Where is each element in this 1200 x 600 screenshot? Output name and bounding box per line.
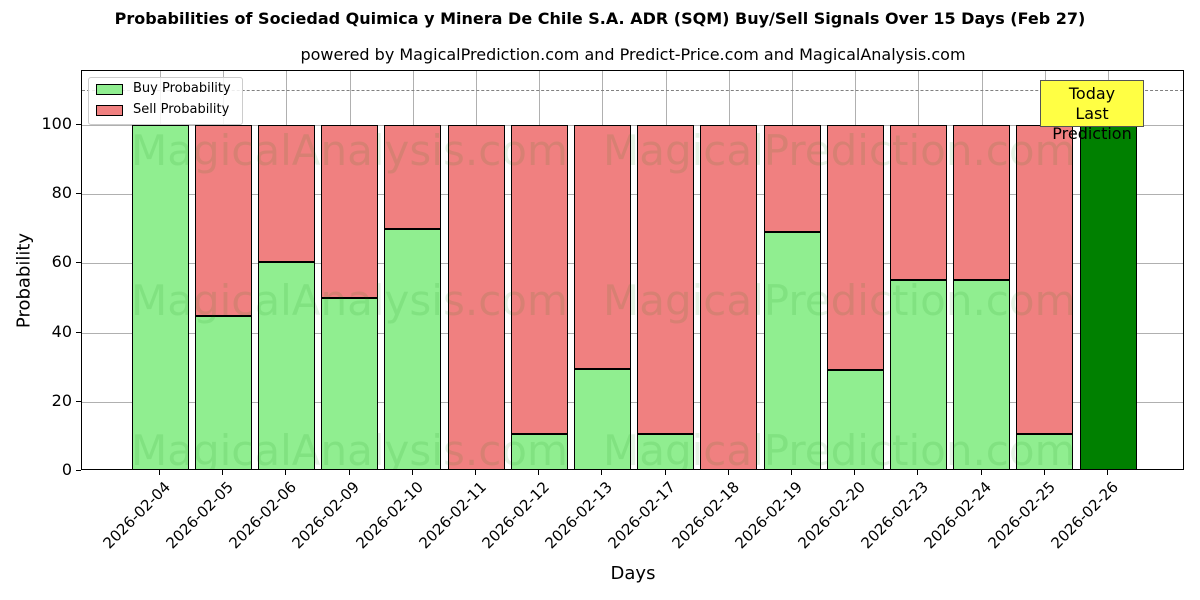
bar-buy [826,369,884,469]
bar-sell [573,125,631,369]
x-tick-mark [285,470,287,475]
y-tick-mark [76,262,81,264]
bar-buy [953,280,1011,469]
y-axis-label: Probability [13,232,35,329]
bar-buy [131,125,189,469]
x-tick-label: 2026-02-10 [352,478,427,553]
x-tick-mark [1043,470,1045,475]
x-tick-mark [538,470,540,475]
x-tick-mark [222,470,224,475]
x-tick-label: 2026-02-23 [857,478,933,553]
x-tick-label: 2026-02-18 [668,478,743,553]
x-tick-mark [159,470,160,475]
y-tick-label: 80 [51,183,72,203]
buy-swatch-icon [96,84,123,95]
y-tick-mark [76,193,81,195]
x-tick-label: 2026-02-24 [920,478,996,553]
grid-line-horizontal [82,194,1183,196]
x-tick-mark [664,470,666,475]
plot-area: MagicalAnalysis.comMagicalPrediction.com… [81,70,1184,470]
x-axis-label: Days [610,563,656,584]
x-tick-label: 2026-02-04 [99,478,174,553]
bar-buy [510,433,568,469]
bar-sell [321,125,379,298]
y-tick-label: 60 [51,252,72,272]
x-tick-label: 2026-02-12 [478,478,553,553]
x-tick-mark [791,470,792,475]
x-tick-label: 2026-02-25 [984,478,1059,553]
bar-buy [637,433,695,469]
bar-sell [1016,125,1074,434]
bar-buy [763,231,821,469]
bar-buy [889,279,947,469]
y-tick-mark [76,124,81,125]
y-tick-label: 20 [51,390,72,410]
sell-swatch-icon [96,105,123,116]
grid-line-horizontal [82,125,1183,126]
bar-buy [573,368,631,469]
x-tick-mark [980,470,982,475]
today-annotation-line2: Last Prediction [1052,104,1132,143]
bar-buy [257,262,315,469]
bar-buy [321,298,379,469]
chart-subtitle: powered by MagicalPrediction.com and Pre… [300,45,966,64]
grid-line-horizontal [82,263,1183,265]
x-tick-label: 2026-02-17 [604,478,680,553]
bar-sell [194,125,252,316]
y-tick-mark [76,331,81,333]
bar-sell [384,125,442,229]
bar-sell [889,125,947,280]
x-tick-label: 2026-02-13 [541,478,617,553]
x-tick-mark [727,470,729,475]
reference-line [82,90,1183,92]
y-tick-label: 100 [41,114,72,133]
legend: Buy Probability Sell Probability [88,77,243,125]
x-tick-mark [601,470,603,475]
x-tick-label: 2026-02-11 [415,478,490,553]
bar-buy [384,228,442,469]
bar-sell [447,125,505,469]
bar-buy [194,315,252,469]
x-tick-label: 2026-02-20 [794,478,869,553]
bar-sell [700,125,758,469]
bar-sell [257,125,315,263]
today-annotation: Today Last Prediction [1040,80,1144,143]
x-tick-mark [1107,470,1108,475]
today-annotation-line1: Today [1068,84,1116,103]
bar-buy [1016,433,1074,469]
bar-sell [637,125,695,434]
grid-line-horizontal [82,332,1183,334]
x-tick-label: 2026-02-09 [288,478,364,553]
x-tick-mark [348,470,350,475]
bar-sell [763,125,821,232]
x-tick-mark [917,470,919,475]
y-tick-label: 40 [51,321,72,341]
bar-sell [510,125,568,434]
bar-sell [826,125,884,370]
bar-sell [953,125,1011,280]
legend-sell-label: Sell Probability [133,102,230,117]
y-tick-label: 0 [61,460,72,479]
x-tick-label: 2026-02-26 [1047,478,1122,553]
x-tick-label: 2026-02-05 [162,478,237,553]
x-tick-mark [411,470,413,475]
y-tick-mark [76,470,81,471]
x-tick-mark [475,470,476,475]
chart-title: Probabilities of Sociedad Quimica y Mine… [114,9,1086,28]
grid-line-horizontal [82,401,1183,403]
bar-today [1079,125,1137,469]
y-tick-mark [76,400,81,402]
x-tick-label: 2026-02-19 [731,478,806,553]
legend-buy-label: Buy Probability [133,81,231,96]
x-tick-label: 2026-02-06 [225,478,301,553]
x-tick-mark [854,470,856,475]
